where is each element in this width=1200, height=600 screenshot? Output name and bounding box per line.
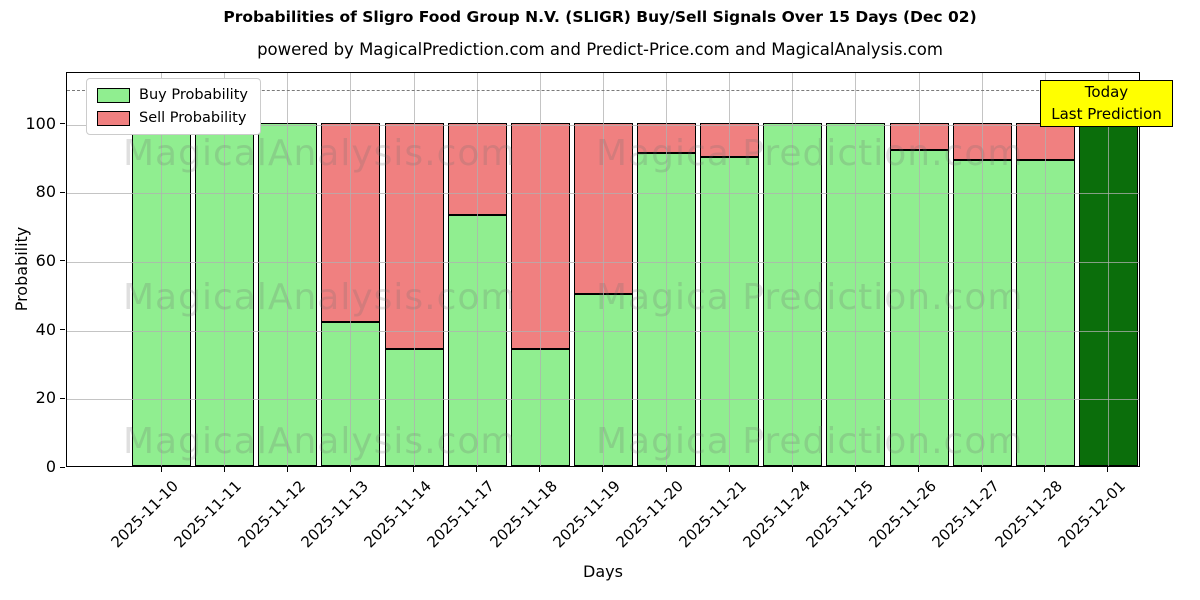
x-tick-label: 2025-11-25 [802, 477, 877, 552]
x-tick-mark [665, 467, 667, 472]
y-tick-mark [60, 397, 65, 399]
bar-sell-segment [447, 122, 507, 216]
x-tick-label: 2025-11-28 [991, 477, 1067, 552]
x-tick-label: 2025-11-21 [676, 477, 751, 552]
x-tick-mark [1107, 467, 1109, 472]
today-annotation-line2: Last Prediction [1051, 104, 1162, 123]
today-annotation: Today Last Prediction [1040, 80, 1173, 127]
legend-swatch [97, 110, 130, 126]
x-tick-label: 2025-11-26 [865, 477, 940, 552]
bar-buy-segment [1015, 160, 1075, 466]
bar-buy-segment [763, 122, 823, 466]
y-tick-mark [60, 329, 65, 331]
x-tick-label: 2025-11-17 [423, 477, 498, 552]
bar-buy-segment [700, 156, 760, 466]
x-tick-label: 2025-12-01 [1054, 477, 1130, 552]
x-tick-mark [476, 467, 478, 472]
y-tick-label: 40 [35, 319, 56, 339]
bar-buy-segment [258, 122, 318, 466]
y-tick-mark [60, 466, 65, 468]
legend: Buy Probability Sell Probability [86, 78, 261, 135]
legend-item: Sell Probability [97, 110, 248, 126]
x-tick-label: 2025-11-14 [360, 477, 435, 552]
bar-buy-segment [321, 321, 381, 466]
bar-sell-segment [384, 122, 444, 350]
x-axis-title: Days [583, 562, 623, 581]
x-tick-mark [728, 467, 730, 472]
bar-buy-segment [384, 349, 444, 466]
bar-sell-segment [889, 122, 949, 150]
x-tick-label: 2025-11-13 [297, 477, 372, 552]
bar-buy-segment [510, 349, 570, 466]
x-tick-mark [223, 467, 225, 472]
x-tick-mark [854, 467, 856, 472]
today-annotation-line1: Today [1084, 82, 1129, 101]
legend-label: Buy Probability [139, 87, 248, 103]
x-tick-label: 2025-11-19 [549, 477, 625, 552]
bar-buy-segment [952, 160, 1012, 466]
x-tick-mark [1044, 467, 1046, 472]
legend-item: Buy Probability [97, 87, 248, 103]
x-tick-label: 2025-11-18 [486, 477, 562, 552]
chart-title: Probabilities of Sligro Food Group N.V. … [223, 8, 977, 26]
legend-label: Sell Probability [139, 110, 247, 126]
x-tick-mark [918, 467, 920, 472]
x-tick-label: 2025-11-10 [107, 477, 183, 552]
bar-buy-segment [573, 294, 633, 466]
bar-sell-segment [321, 122, 381, 322]
chart-subtitle: powered by MagicalPrediction.com and Pre… [257, 40, 943, 59]
y-tick-mark [60, 123, 65, 125]
bar-buy-segment [826, 122, 886, 466]
y-tick-mark [60, 260, 65, 262]
bar-sell-segment [637, 122, 697, 154]
y-tick-mark [60, 191, 65, 193]
y-tick-label: 60 [35, 250, 56, 270]
x-tick-mark [539, 467, 541, 472]
x-tick-mark [791, 467, 793, 472]
x-tick-mark [349, 467, 351, 472]
bar-buy-segment [195, 122, 255, 466]
x-tick-label: 2025-11-27 [928, 477, 1003, 552]
x-tick-mark [981, 467, 983, 472]
x-tick-label: 2025-11-24 [739, 477, 814, 552]
x-tick-mark [602, 467, 604, 472]
y-tick-label: 80 [35, 182, 56, 202]
y-tick-label: 100 [25, 113, 56, 133]
bar-sell-segment [700, 122, 760, 157]
x-tick-mark [160, 467, 162, 472]
bar-sell-segment [510, 122, 570, 350]
x-tick-mark [286, 467, 288, 472]
legend-swatch [97, 87, 130, 103]
bar-buy-segment [637, 153, 697, 466]
bar-today [1078, 122, 1138, 466]
bar-buy-segment [447, 215, 507, 466]
x-tick-mark [413, 467, 415, 472]
bar-sell-segment [952, 122, 1012, 161]
bar-sell-segment [573, 122, 633, 295]
bar-sell-segment [1015, 122, 1075, 161]
y-tick-label: 0 [45, 457, 56, 476]
bar-buy-segment [132, 122, 191, 466]
bar-buy-segment [889, 150, 949, 466]
x-tick-label: 2025-11-12 [234, 477, 309, 552]
y-tick-label: 20 [35, 388, 56, 408]
x-tick-label: 2025-11-11 [170, 477, 246, 552]
